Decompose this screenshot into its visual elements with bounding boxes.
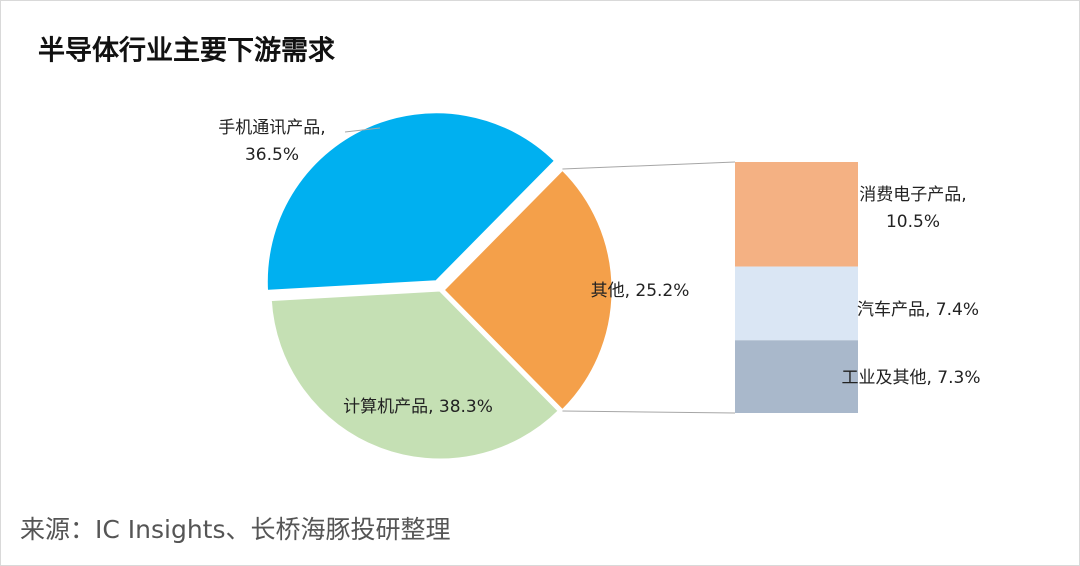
pie-slice xyxy=(440,166,615,414)
category-name: 计算机产品 xyxy=(343,397,428,417)
category-name: 其他 xyxy=(591,281,625,301)
breakdown-bar xyxy=(735,340,858,413)
label-separator: , xyxy=(926,368,937,388)
category-name: 消费电子产品 xyxy=(859,185,961,205)
value-label: 7.3% xyxy=(937,368,980,388)
connector-line xyxy=(562,410,736,414)
data-label: 其他, 25.2% xyxy=(591,281,690,301)
value-label: 38.3% xyxy=(439,397,493,417)
label-separator: , xyxy=(320,118,325,138)
label-separator: , xyxy=(961,185,966,205)
label-separator: , xyxy=(625,281,636,301)
category-name: 手机通讯产品 xyxy=(218,118,320,138)
label-separator: , xyxy=(925,300,936,320)
pie-slice xyxy=(264,110,558,293)
data-label: 10.5% xyxy=(886,212,940,232)
data-label: 工业及其他, 7.3% xyxy=(841,368,980,388)
data-label: 计算机产品, 38.3% xyxy=(343,397,493,417)
label-separator: , xyxy=(428,397,439,417)
data-label: 手机通讯产品, xyxy=(218,118,325,138)
category-name: 工业及其他 xyxy=(841,368,926,388)
data-label: 36.5% xyxy=(245,145,299,165)
source-note: 来源：IC Insights、长桥海豚投研整理 xyxy=(20,515,451,544)
connector-line xyxy=(562,161,736,170)
value-label: 25.2% xyxy=(635,281,689,301)
category-name: 汽车产品 xyxy=(857,300,925,320)
value-label: 7.4% xyxy=(936,300,979,320)
pie-slice xyxy=(268,288,562,462)
data-label: 汽车产品, 7.4% xyxy=(857,300,979,320)
data-label: 消费电子产品, xyxy=(859,185,966,205)
leader-line xyxy=(344,127,381,133)
breakdown-bar xyxy=(735,266,858,341)
breakdown-bar xyxy=(735,162,858,267)
chart-title: 半导体行业主要下游需求 xyxy=(38,35,335,67)
